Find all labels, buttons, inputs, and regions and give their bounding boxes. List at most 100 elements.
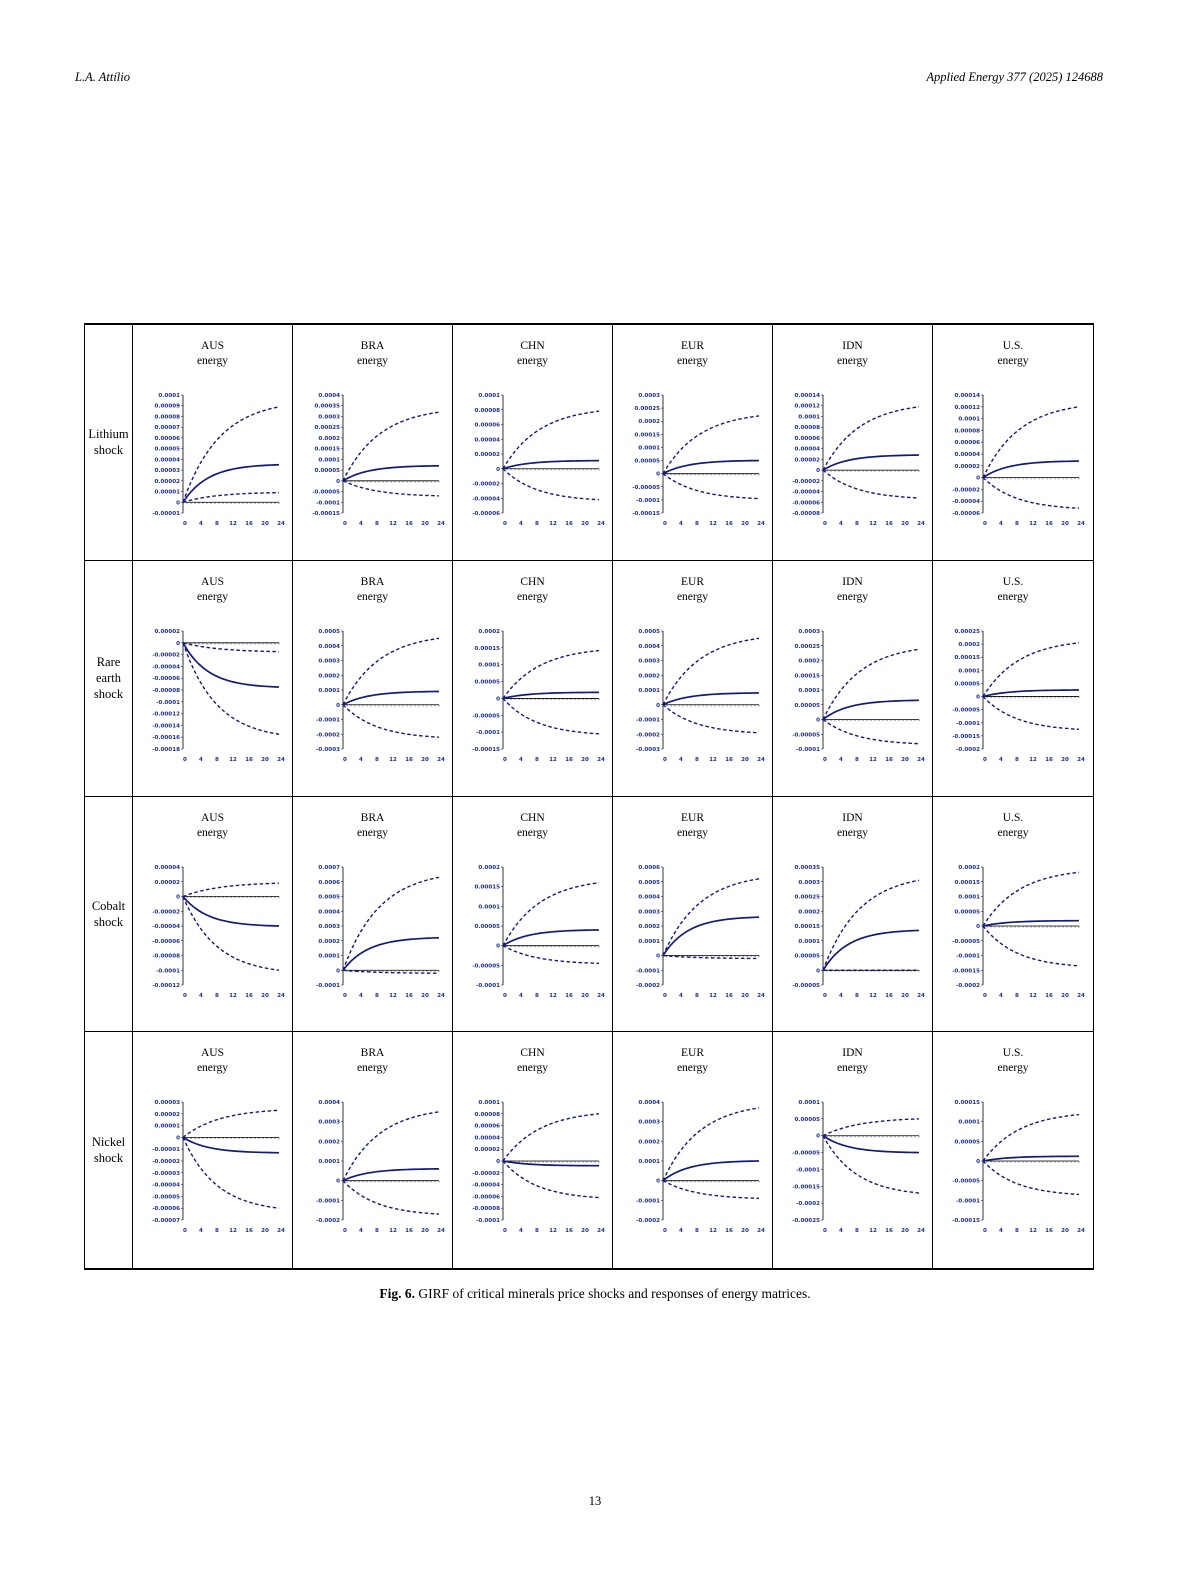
y-tick-label: 0 — [176, 1136, 180, 1142]
x-tick-label: 20 — [741, 1228, 749, 1234]
y-tick-label: 0.00005 — [155, 447, 181, 453]
x-tick-label: 16 — [1045, 757, 1053, 763]
panel-variable: energy — [356, 355, 389, 367]
panel-country: U.S. — [1002, 575, 1024, 588]
panel-country: CHN — [520, 340, 545, 352]
y-tick-label: 0.00002 — [155, 879, 181, 885]
y-tick-label: 0.0001 — [478, 662, 500, 668]
y-tick-label: -0.00007 — [152, 1218, 180, 1224]
lower-band-line — [182, 491, 280, 503]
y-tick-label: 0.0001 — [638, 1159, 660, 1165]
x-tick-label: 4 — [839, 993, 843, 999]
y-tick-label: 0.0001 — [798, 688, 820, 694]
x-tick-label: 0 — [983, 993, 987, 999]
y-tick-label: 0.00005 — [475, 679, 501, 685]
panel-title: U.S. energy — [933, 1046, 1093, 1076]
y-tick-label: 0.00006 — [795, 436, 821, 442]
x-tick-label: 20 — [581, 993, 589, 999]
y-tick-label: 0.00025 — [795, 644, 821, 650]
x-tick-label: 16 — [405, 993, 413, 999]
x-tick-label: 8 — [695, 993, 699, 999]
girf-response-line — [662, 459, 760, 475]
y-tick-label: -0.00014 — [152, 723, 180, 729]
panel-variable: energy — [356, 590, 389, 603]
girf-panel: AUS energy 0.00003 0.00002 0.00001 0 -0.00001 -… — [133, 1032, 293, 1268]
y-tick-label: 0.00002 — [475, 452, 501, 458]
panel-country: U.S. — [1002, 811, 1024, 824]
x-tick-label: 0 — [183, 757, 187, 763]
girf-panel: IDN energy 0.0003 0.00025 0.0002 0.00015 0.000… — [773, 560, 933, 797]
panel-variable: energy — [836, 1062, 869, 1075]
x-tick-label: 0 — [983, 521, 987, 527]
y-tick-label: 0.00008 — [475, 408, 501, 414]
lower-band-line — [662, 1180, 760, 1200]
x-tick-label: 0 — [663, 1228, 667, 1234]
girf-response-line — [502, 928, 600, 946]
panel-country: BRA — [360, 575, 385, 588]
panel-country: BRA — [360, 340, 385, 352]
x-tick-label: 20 — [421, 757, 429, 763]
y-tick-label: 0.0006 — [318, 879, 340, 885]
panel-country: CHN — [520, 1047, 545, 1060]
upper-band-line — [342, 1111, 440, 1182]
y-tick-label: 0.00002 — [155, 629, 181, 635]
x-tick-label: 4 — [839, 1228, 843, 1234]
x-tick-label: 12 — [389, 1228, 397, 1234]
upper-band-line — [822, 879, 920, 971]
panel-variable: energy — [516, 590, 549, 603]
x-tick-label: 24 — [597, 521, 605, 527]
y-tick-label: -0.0002 — [956, 983, 980, 989]
x-tick-label: 8 — [375, 757, 379, 763]
y-tick-label: 0.0002 — [318, 938, 340, 944]
y-tick-label: 0.00015 — [795, 924, 821, 930]
x-tick-label: 0 — [823, 757, 827, 763]
girf-response-line — [502, 691, 600, 700]
y-tick-label: -0.00005 — [952, 707, 980, 713]
y-tick-label: -0.00001 — [152, 1147, 180, 1153]
girf-chart: 0.0007 0.0006 0.0005 0.0004 0.0003 0.0002 0.00… — [316, 865, 445, 999]
girf-panel: U.S. energy 0.0002 0.00015 0.0001 0.00005 0 -0.… — [933, 797, 1093, 1033]
x-tick-label: 24 — [917, 1228, 925, 1234]
y-tick-label: -0.00015 — [312, 511, 340, 517]
x-tick-label: 16 — [885, 521, 893, 527]
lower-band-line — [182, 642, 280, 735]
x-tick-label: 24 — [757, 757, 765, 763]
y-tick-label: 0.0004 — [318, 1100, 340, 1106]
y-tick-label: 0 — [336, 968, 340, 974]
x-tick-label: 4 — [359, 1228, 363, 1234]
panel-title: BRA energy — [293, 811, 452, 841]
y-tick-label: 0.00005 — [955, 1140, 981, 1146]
y-tick-label: 0.0004 — [638, 1100, 660, 1106]
panel-variable: energy — [196, 826, 229, 839]
x-tick-label: 4 — [199, 757, 203, 763]
x-tick-label: 4 — [359, 521, 363, 527]
panel-country: AUS — [200, 340, 224, 352]
panel-country: BRA — [360, 811, 385, 824]
x-tick-label: 20 — [901, 521, 909, 527]
y-tick-label: -0.0003 — [316, 747, 340, 753]
x-tick-label: 20 — [581, 757, 589, 763]
girf-response-line — [182, 1136, 280, 1154]
y-tick-label: -0.00005 — [632, 485, 660, 491]
y-tick-label: 0.00006 — [155, 436, 181, 442]
panel-title: EUR energy — [613, 575, 772, 605]
x-tick-label: 0 — [503, 521, 507, 527]
y-tick-label: 0.00025 — [315, 425, 341, 431]
girf-chart: 0.00014 0.00012 0.0001 0.00008 0.00006 0.0000… — [952, 393, 1085, 527]
panel-country: CHN — [520, 575, 545, 588]
y-tick-label: 0.0003 — [318, 658, 340, 664]
x-tick-label: 8 — [855, 521, 859, 527]
x-tick-label: 4 — [519, 993, 523, 999]
y-tick-label: 0 — [656, 472, 660, 478]
y-tick-label: 0.0003 — [318, 924, 340, 930]
y-tick-label: -0.00006 — [792, 500, 820, 506]
y-tick-label: 0 — [656, 1179, 660, 1185]
y-tick-label: -0.00004 — [792, 490, 820, 496]
y-tick-label: 0.0001 — [638, 688, 660, 694]
y-tick-label: 0 — [976, 1159, 980, 1165]
y-tick-label: -0.0001 — [636, 717, 660, 723]
girf-response-line — [822, 454, 920, 471]
x-tick-label: 16 — [245, 993, 253, 999]
girf-panel: AUS energy 0.00004 0.00002 0 -0.00002 -0.00004… — [133, 796, 293, 1033]
y-tick-label: -0.0002 — [956, 747, 980, 753]
